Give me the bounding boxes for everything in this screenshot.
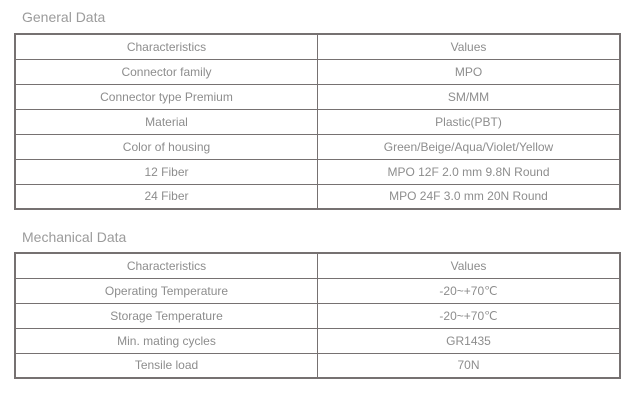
column-header-values: Values [317,33,621,60]
characteristic-cell: Tensile load [14,352,318,379]
table-row: Connector type Premium SM/MM [14,83,621,110]
characteristic-cell: Storage Temperature [14,302,318,329]
value-cell: SM/MM [317,83,621,110]
table-row: Storage Temperature -20~+70℃ [14,302,621,329]
table-row: Material Plastic(PBT) [14,108,621,135]
general-data-table: Characteristics Values Connector family … [14,33,621,210]
table-row: Color of housing Green/Beige/Aqua/Violet… [14,133,621,160]
column-header-characteristics: Characteristics [14,252,318,279]
table-header-row: Characteristics Values [14,33,621,60]
column-header-values: Values [317,252,621,279]
section-title-mechanical-data: Mechanical Data [22,229,127,245]
value-cell: -20~+70℃ [317,302,621,329]
characteristic-cell: Connector family [14,58,318,85]
characteristic-cell: Material [14,108,318,135]
table-row: Tensile load 70N [14,352,621,379]
characteristic-cell: Min. mating cycles [14,327,318,354]
value-cell: -20~+70℃ [317,277,621,304]
value-cell: Plastic(PBT) [317,108,621,135]
table-row: 12 Fiber MPO 12F 2.0 mm 9.8N Round [14,158,621,185]
value-cell: MPO 24F 3.0 mm 20N Round [317,183,621,210]
characteristic-cell: Connector type Premium [14,83,318,110]
value-cell: MPO 12F 2.0 mm 9.8N Round [317,158,621,185]
value-cell: MPO [317,58,621,85]
characteristic-cell: 24 Fiber [14,183,318,210]
section-title-general-data: General Data [22,9,106,25]
characteristic-cell: Color of housing [14,133,318,160]
table-row: Connector family MPO [14,58,621,85]
characteristic-cell: 12 Fiber [14,158,318,185]
table-row: Operating Temperature -20~+70℃ [14,277,621,304]
table-row: 24 Fiber MPO 24F 3.0 mm 20N Round [14,183,621,210]
value-cell: Green/Beige/Aqua/Violet/Yellow [317,133,621,160]
mechanical-data-table: Characteristics Values Operating Tempera… [14,252,621,379]
table-header-row: Characteristics Values [14,252,621,279]
column-header-characteristics: Characteristics [14,33,318,60]
characteristic-cell: Operating Temperature [14,277,318,304]
datasheet-page: General Data Characteristics Values Conn… [14,9,621,379]
table-row: Min. mating cycles GR1435 [14,327,621,354]
value-cell: 70N [317,352,621,379]
value-cell: GR1435 [317,327,621,354]
